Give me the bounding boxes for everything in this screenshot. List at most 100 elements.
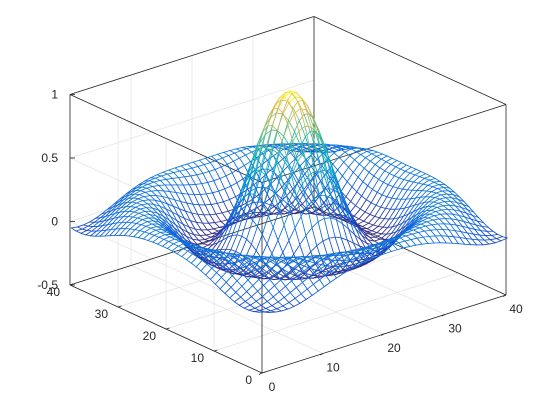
mesh-line	[374, 206, 382, 217]
mesh-line	[372, 255, 380, 259]
mesh-line	[297, 202, 305, 210]
mesh-line	[295, 183, 303, 197]
mesh-line	[373, 167, 381, 177]
mesh-line	[168, 219, 176, 226]
mesh-line	[244, 301, 251, 306]
mesh-line	[452, 213, 460, 216]
mesh-line	[360, 239, 368, 244]
mesh-line	[369, 247, 375, 252]
mesh-line	[152, 241, 159, 245]
mesh-line	[434, 194, 442, 198]
mesh-line	[294, 293, 302, 299]
mesh-line	[400, 189, 408, 200]
mesh-line	[264, 273, 271, 280]
mesh-line	[335, 272, 343, 275]
mesh-line	[217, 151, 225, 155]
mesh-line	[287, 264, 294, 271]
mesh-line	[462, 203, 470, 208]
mesh-line	[356, 181, 364, 193]
mesh-line	[455, 224, 463, 227]
mesh-line	[87, 221, 95, 227]
mesh-line	[70, 226, 78, 229]
mesh-line	[212, 258, 219, 263]
mesh-line	[365, 230, 373, 232]
mesh-line	[372, 224, 379, 227]
mesh-line	[229, 254, 236, 258]
mesh-line	[340, 265, 347, 272]
mesh-line	[250, 210, 257, 217]
mesh-line	[430, 191, 437, 194]
mesh-line	[110, 222, 118, 230]
mesh-line	[371, 225, 379, 232]
mesh-line	[282, 252, 289, 264]
mesh-line	[451, 197, 458, 203]
mesh-line	[211, 155, 217, 161]
mesh-line	[444, 201, 450, 206]
mesh-line	[364, 202, 372, 213]
mesh-line	[104, 229, 112, 237]
mesh-line	[314, 272, 320, 281]
mesh-line	[284, 96, 290, 103]
mesh-line	[399, 168, 406, 172]
mesh-line	[365, 157, 371, 162]
mesh-line	[460, 231, 467, 239]
mesh-line	[243, 173, 251, 198]
mesh-line	[230, 249, 237, 252]
mesh-line	[114, 207, 122, 214]
mesh-line	[328, 236, 336, 239]
mesh-line	[402, 188, 408, 191]
mesh-line	[296, 256, 303, 259]
mesh-line	[340, 237, 347, 253]
mesh-line	[230, 286, 237, 293]
mesh-line	[268, 188, 276, 194]
mesh-line	[478, 234, 485, 241]
mesh-line	[393, 175, 400, 179]
mesh-line	[132, 194, 140, 199]
mesh-line	[119, 206, 127, 213]
mesh-line	[340, 181, 348, 192]
mesh-line	[477, 239, 484, 246]
mesh-line	[282, 170, 289, 181]
mesh-line	[268, 290, 274, 298]
mesh-line	[285, 258, 293, 262]
mesh-line	[416, 207, 424, 216]
mesh-line	[205, 192, 213, 195]
mesh-line	[502, 236, 508, 239]
mesh-line	[155, 195, 162, 203]
mesh-line	[202, 243, 209, 246]
mesh-line	[261, 234, 268, 245]
mesh-line	[442, 205, 449, 210]
mesh-line	[431, 205, 438, 208]
mesh-line	[463, 201, 470, 208]
mesh-line	[360, 239, 367, 249]
mesh-line	[382, 181, 389, 186]
mesh-line	[171, 211, 178, 221]
mesh-line	[148, 229, 156, 234]
mesh-line	[353, 215, 360, 220]
mesh-line	[405, 189, 413, 200]
mesh-line	[421, 184, 429, 192]
mesh-line	[158, 234, 166, 238]
mesh-line	[379, 208, 387, 219]
mesh-line	[440, 194, 447, 199]
mesh-line	[191, 212, 197, 223]
mesh-line	[348, 159, 356, 168]
mesh-line	[309, 147, 316, 172]
mesh-line	[342, 223, 348, 241]
mesh-line	[259, 267, 266, 275]
mesh-line	[335, 219, 342, 239]
mesh-line	[212, 226, 220, 230]
mesh-line	[410, 197, 417, 200]
mesh-line	[302, 281, 308, 290]
mesh-line	[281, 268, 289, 273]
mesh-line	[195, 266, 202, 272]
mesh-line	[211, 267, 218, 274]
mesh-line	[432, 219, 439, 225]
mesh-line	[231, 168, 239, 174]
mesh-line	[187, 250, 194, 255]
y-tick-label: 10	[191, 351, 205, 365]
mesh-line	[286, 188, 294, 197]
mesh-line	[290, 152, 296, 160]
mesh-line	[424, 229, 432, 232]
mesh-line	[347, 268, 355, 272]
